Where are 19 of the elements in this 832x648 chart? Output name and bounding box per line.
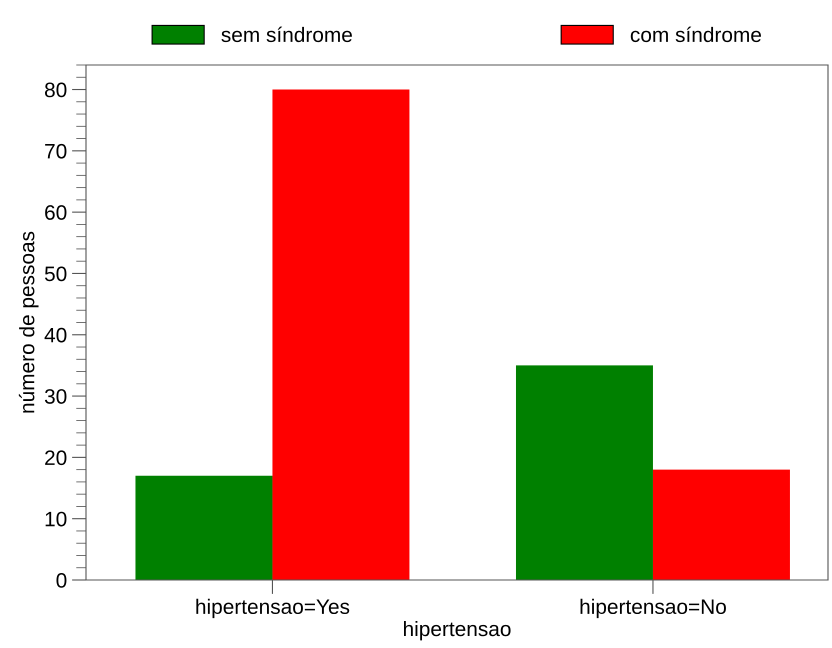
x-axis-title: hipertensao bbox=[404, 620, 511, 640]
y-tick-label: 60 bbox=[45, 205, 66, 220]
legend-label: com síndrome bbox=[630, 26, 761, 42]
bar bbox=[516, 365, 653, 580]
x-tick-label: hipertensao=Yes bbox=[196, 598, 350, 618]
bar bbox=[652, 470, 790, 580]
y-axis-title: número de pessoas bbox=[18, 232, 39, 413]
legend-label: sem síndrome bbox=[221, 26, 352, 42]
y-tick-label: 30 bbox=[44, 389, 66, 404]
y-tick-label: 10 bbox=[46, 512, 66, 526]
bar bbox=[272, 90, 410, 580]
y-tick-label: 70 bbox=[45, 144, 66, 159]
y-tick-label: 50 bbox=[44, 266, 66, 282]
y-tick-label: 0 bbox=[56, 573, 66, 588]
bar bbox=[135, 476, 272, 580]
y-tick-label: 20 bbox=[45, 450, 66, 466]
y-tick-label: 40 bbox=[44, 328, 66, 343]
x-tick-label: hipertensao=No bbox=[580, 598, 726, 618]
y-tick-label: 80 bbox=[44, 82, 66, 98]
